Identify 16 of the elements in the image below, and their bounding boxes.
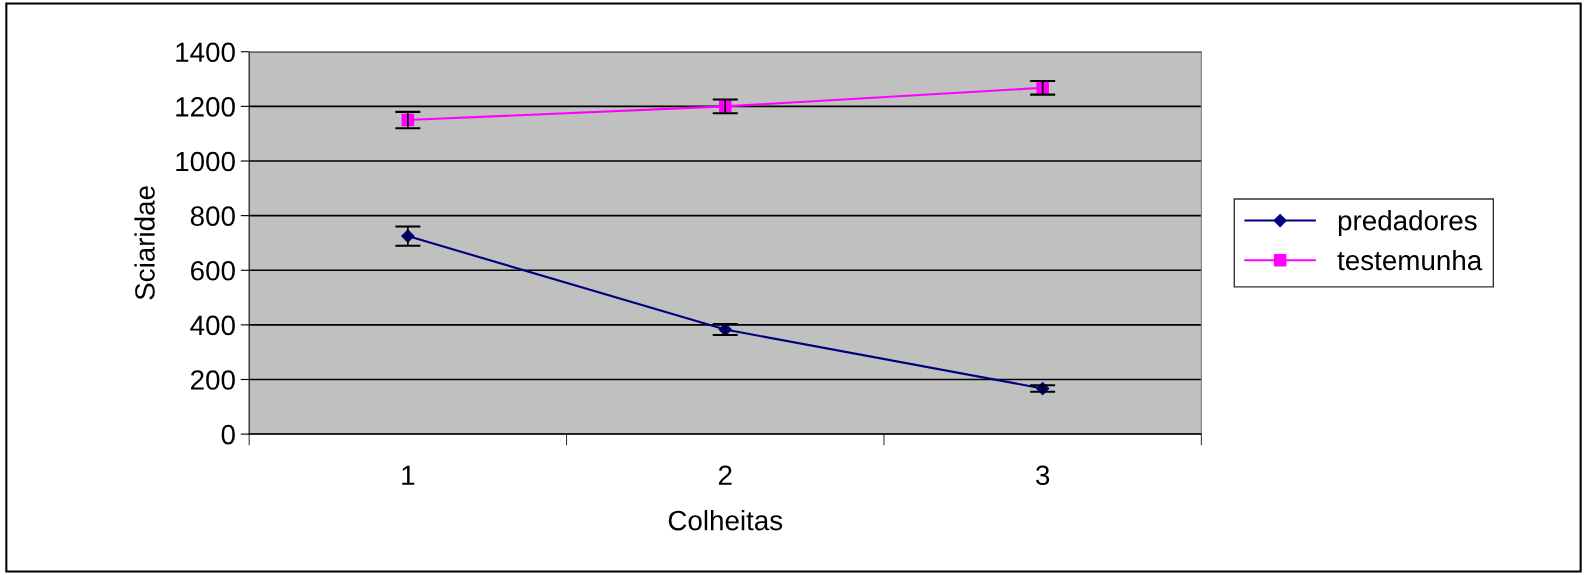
y-tick-label: 0 (221, 424, 235, 445)
y-tick-label: 800 (190, 206, 235, 226)
x-axis-title: Colheitas (668, 510, 783, 531)
y-axis-title: Sciaridae (134, 186, 155, 300)
point (1036, 81, 1049, 95)
y-tick-label: 1400 (176, 42, 235, 63)
x-tick-label: 3 (1035, 465, 1050, 486)
y-tick-label: 400 (190, 315, 235, 336)
y-tick-label: 1200 (176, 97, 235, 117)
y-tick-label: 200 (191, 370, 235, 390)
y-tick-label: 1000 (176, 151, 235, 172)
x-tick-label: 1 (402, 465, 415, 485)
legend-label: testemunha (1337, 249, 1483, 271)
y-tick-label: 600 (191, 260, 235, 281)
x-tick-label: 2 (718, 465, 732, 485)
legend-label: predadores (1338, 210, 1477, 236)
